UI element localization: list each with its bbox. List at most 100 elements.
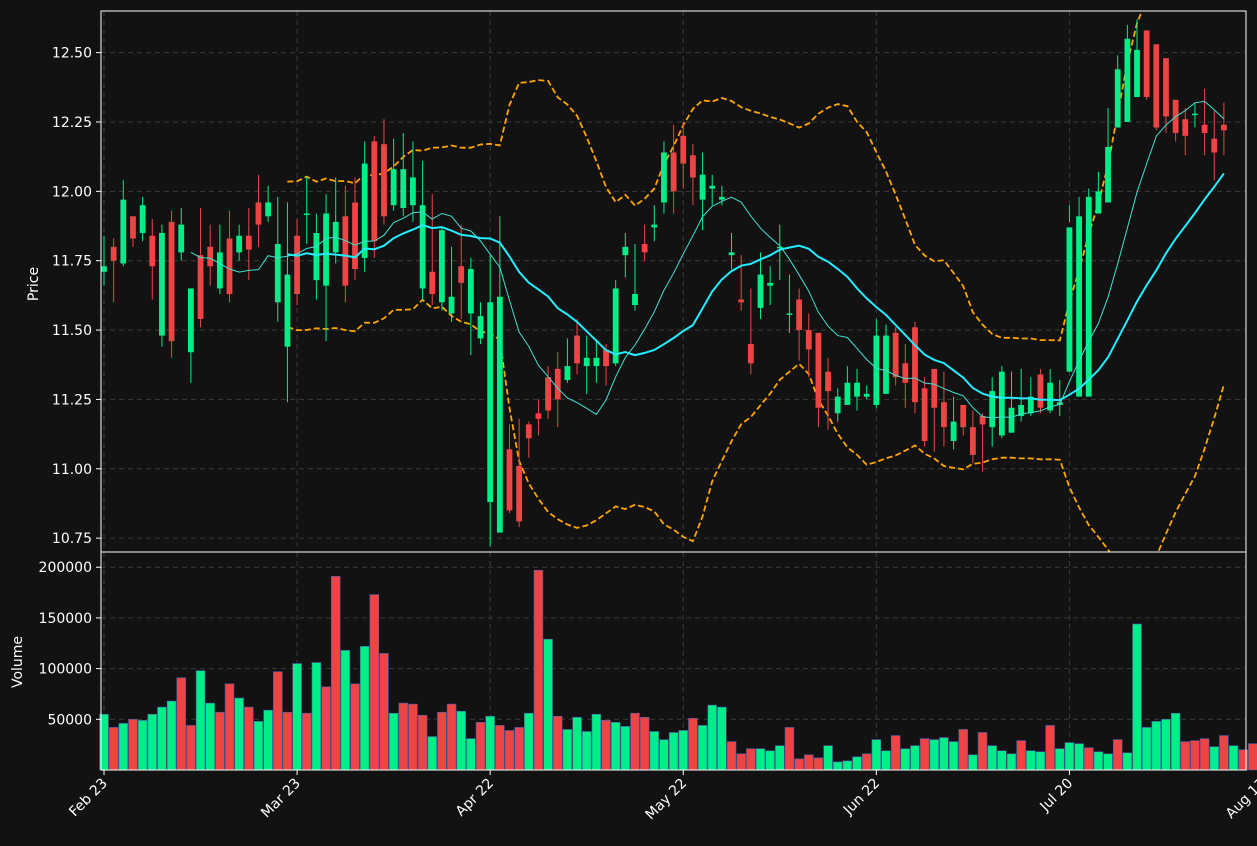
- volume-bar: [765, 750, 775, 771]
- candle-body: [564, 366, 571, 380]
- candle: [226, 210, 233, 303]
- candle: [245, 207, 252, 281]
- candle: [1095, 171, 1102, 214]
- volume-tick-label: 50000: [47, 712, 92, 728]
- volume-bar: [1045, 725, 1055, 771]
- candle: [622, 232, 629, 278]
- volume-bar: [842, 760, 853, 771]
- volume-bar: [253, 721, 264, 771]
- candle-body: [1192, 113, 1198, 116]
- volume-bar: [987, 745, 997, 771]
- candle-body: [342, 216, 349, 286]
- volume-bars: [99, 569, 1257, 771]
- candle-body: [477, 316, 484, 339]
- candle: [303, 177, 310, 245]
- price-axis-label: Price: [26, 267, 42, 301]
- volume-bar: [668, 732, 679, 771]
- price-tick-label: 12.50: [52, 46, 92, 62]
- candle-body: [699, 174, 706, 200]
- volume-bar: [823, 745, 833, 771]
- candle-body: [1124, 38, 1131, 122]
- candle-body: [1085, 196, 1092, 397]
- volume-bar: [707, 704, 717, 771]
- volume-bar: [581, 731, 592, 771]
- volume-bar: [630, 712, 640, 771]
- volume-bar: [446, 703, 457, 771]
- volume-bar: [1248, 743, 1257, 771]
- volume-bar: [1112, 739, 1123, 771]
- candle: [767, 266, 774, 306]
- candle: [130, 216, 136, 247]
- volume-bar: [832, 761, 843, 771]
- candle: [612, 280, 619, 367]
- volume-bar: [514, 727, 524, 771]
- volume-bar: [968, 754, 978, 771]
- candle: [709, 174, 716, 206]
- candle: [921, 377, 928, 447]
- candle-body: [303, 213, 310, 216]
- candle-body: [236, 235, 243, 253]
- candle-body: [1027, 396, 1034, 414]
- volume-bar: [1132, 623, 1142, 771]
- candle-body: [651, 224, 658, 228]
- candle-body: [1066, 227, 1073, 372]
- candle: [439, 227, 445, 311]
- volume-bar: [427, 736, 437, 771]
- candle-body: [274, 244, 281, 303]
- volume-bar: [1026, 750, 1036, 771]
- candle: [796, 288, 803, 361]
- candle-body: [294, 235, 300, 294]
- candle: [844, 366, 851, 405]
- candle: [1192, 102, 1198, 128]
- candle: [361, 141, 368, 272]
- candle-body: [1201, 124, 1208, 134]
- candle-body: [525, 424, 532, 439]
- volume-bar: [1006, 753, 1017, 771]
- candle: [998, 366, 1005, 439]
- volume-bar: [1161, 719, 1171, 771]
- candle: [419, 160, 426, 300]
- candle: [969, 410, 976, 464]
- candle-body: [506, 449, 513, 511]
- candle: [738, 255, 745, 311]
- candle-body: [1008, 407, 1015, 433]
- candle: [554, 352, 561, 428]
- candle-body: [1114, 69, 1121, 128]
- candle-body: [998, 371, 1005, 436]
- volume-bar: [726, 741, 737, 771]
- candle: [941, 371, 947, 447]
- candle: [110, 238, 117, 303]
- candle: [989, 377, 996, 447]
- candle-body: [1018, 404, 1025, 417]
- candle-body: [1143, 30, 1150, 98]
- volume-bar: [591, 713, 602, 771]
- candle: [757, 252, 764, 319]
- candle-body: [429, 271, 436, 294]
- candle-body: [863, 393, 870, 397]
- candle-body: [776, 246, 783, 249]
- volume-bar: [639, 716, 650, 771]
- volume-bar: [997, 750, 1007, 771]
- ma-fast-line: [190, 100, 1225, 419]
- price-tick-label: 10.75: [52, 531, 92, 547]
- candle-body: [1211, 138, 1218, 153]
- candle: [352, 177, 358, 281]
- candle: [139, 196, 146, 242]
- volume-bar: [330, 576, 341, 771]
- volume-bar: [234, 697, 244, 771]
- candle: [178, 207, 185, 261]
- candle: [854, 368, 860, 411]
- candle-body: [950, 421, 957, 442]
- candle-body: [361, 163, 368, 258]
- candle: [979, 413, 986, 472]
- ma-slow-line: [287, 172, 1225, 402]
- candle-body: [352, 202, 358, 270]
- volume-bar: [553, 715, 563, 771]
- volume-panel-frame: [100, 551, 1247, 771]
- volume-bar: [292, 663, 302, 771]
- candle-body: [728, 252, 735, 256]
- volume-bar: [804, 754, 814, 771]
- candle: [149, 219, 156, 300]
- candle: [593, 341, 600, 383]
- candle: [410, 141, 416, 222]
